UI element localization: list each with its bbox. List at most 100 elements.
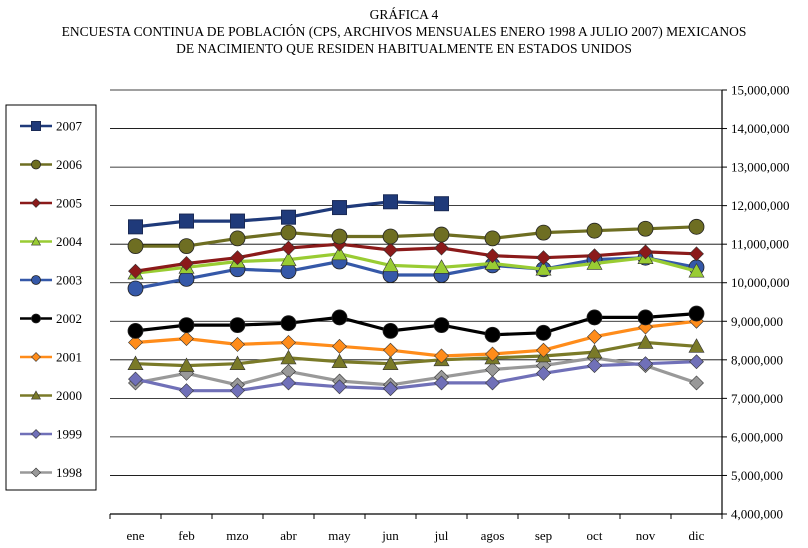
data-point-1998-dic (689, 375, 704, 391)
data-point-2005-feb (179, 256, 194, 271)
data-point-2002-abr (280, 315, 297, 332)
series-line-2006 (135, 225, 697, 248)
legend-label: 2006 (56, 157, 83, 172)
series-2001 (128, 313, 704, 364)
x-tick-label-ene: ene (126, 528, 144, 543)
data-point-2007-may (332, 200, 347, 216)
data-point-2005-mzo (230, 250, 245, 266)
legend-box (5, 104, 97, 491)
data-point-2006-sep (535, 224, 552, 241)
data-point-2000-dic (688, 338, 705, 353)
data-point-2000-nov (637, 334, 654, 349)
data-point-2005-abr (281, 240, 296, 256)
y-tick-label: 12,000,000 (731, 198, 790, 213)
data-point-2004-abr (280, 251, 297, 266)
data-point-2003-feb (178, 270, 195, 287)
series-line-2005 (135, 242, 697, 273)
data-point-2002-mzo (229, 317, 246, 334)
legend-entry-2005: 2005 (20, 196, 82, 211)
legend-swatch-marker (31, 159, 41, 170)
legend-swatch-marker (30, 236, 42, 246)
series-line-2001 (135, 319, 697, 358)
data-point-2000-jun (382, 355, 399, 370)
data-point-2007-jul (434, 196, 449, 212)
data-point-2002-feb (178, 317, 195, 334)
data-point-2005-agos (485, 248, 500, 264)
data-point-2005-jul (434, 240, 449, 256)
y-tick-label: 13,000,000 (731, 160, 790, 175)
legend-swatch-marker (30, 390, 42, 400)
legend-entry-2007: 2007 (20, 119, 83, 134)
data-point-2005-oct (587, 248, 602, 264)
x-axis-labels: ene feb mzo abr may jun jul agos sep oct nov dic (126, 528, 704, 543)
data-point-2007-ene (128, 219, 143, 235)
legend-entry-2003: 2003 (20, 273, 82, 288)
data-point-2004-jul (433, 259, 450, 274)
series-2006 (127, 218, 705, 255)
series-line-1998 (135, 356, 698, 387)
legend-swatch-marker (31, 198, 41, 208)
data-point-2002-dic (688, 305, 705, 322)
data-point-2006-dic (688, 218, 705, 235)
data-point-2000-feb (178, 357, 195, 372)
data-point-1999-ene (128, 371, 143, 387)
data-point-2002-nov (637, 309, 654, 326)
data-point-2006-abr (280, 224, 297, 241)
legend-swatch-marker (31, 121, 41, 131)
data-point-2007-mzo (230, 213, 245, 229)
data-point-2007-jun (383, 194, 398, 210)
data-point-2000-abr (280, 349, 297, 365)
x-tick-label-feb: feb (178, 528, 195, 543)
data-point-2003-ene (127, 280, 144, 297)
legend-entry-1999: 1999 (20, 427, 82, 442)
data-point-2002-jul (433, 317, 450, 334)
y-axis-labels: 4,000,000 5,000,000 6,000,000 7,000,000 8,00… (731, 83, 790, 522)
legend-label: 2001 (56, 350, 82, 365)
y-tick-label: 5,000,000 (731, 468, 783, 483)
data-point-2006-jul (433, 226, 450, 243)
legend-swatch-marker (31, 313, 41, 324)
data-point-2005-nov (638, 244, 653, 260)
x-tick-label-jun: jun (381, 528, 399, 543)
legend-label: 2003 (56, 273, 82, 288)
data-point-1999-oct (587, 358, 602, 374)
y-tick-label: 14,000,000 (731, 121, 790, 136)
x-tick-label-sep: sep (535, 528, 552, 543)
data-point-2005-dic (689, 246, 704, 262)
legend-label: 2000 (56, 388, 82, 403)
x-tick-label-mzo: mzo (226, 528, 248, 543)
data-point-2004-jun (382, 257, 399, 272)
legend-label: 2007 (56, 119, 83, 134)
y-tick-label: 8,000,000 (731, 352, 783, 367)
series-2004 (127, 245, 705, 280)
series-line-2002 (135, 312, 697, 337)
legend-entry-2006: 2006 (20, 157, 83, 172)
chart-title-line-3: DE NACIMIENTO QUE RESIDEN HABITUALMENTE … (176, 41, 632, 56)
data-point-2000-ene (127, 355, 144, 370)
series-2002 (127, 305, 705, 343)
series-2003 (127, 249, 705, 297)
data-point-1999-may (332, 379, 347, 395)
legend-entry-1998: 1998 (20, 465, 82, 480)
y-tick-label: 9,000,000 (731, 314, 783, 329)
legend-swatch-marker (31, 352, 41, 362)
legend-label: 2005 (56, 196, 82, 211)
data-point-1999-sep (536, 365, 551, 381)
data-point-2000-mzo (229, 355, 246, 370)
legend-label: 1999 (56, 427, 82, 442)
legend-label: 2002 (56, 311, 82, 326)
data-point-2005-sep (536, 250, 551, 266)
y-tick-label: 6,000,000 (731, 429, 783, 444)
legend-entry-2001: 2001 (20, 350, 82, 365)
legend-swatch-marker (31, 467, 41, 478)
data-point-2006-may (331, 228, 348, 245)
data-point-1999-abr (281, 375, 296, 391)
data-point-1999-agos (485, 375, 500, 391)
gridlines (110, 89, 722, 476)
data-point-2006-jun (382, 228, 399, 245)
data-point-2005-jun (383, 242, 398, 258)
chart-title-line-2: ENCUESTA CONTINUA DE POBLACIÓN (CPS, ARC… (61, 24, 747, 39)
legend-label: 2004 (56, 234, 83, 249)
x-tick-label-oct: oct (587, 528, 603, 543)
